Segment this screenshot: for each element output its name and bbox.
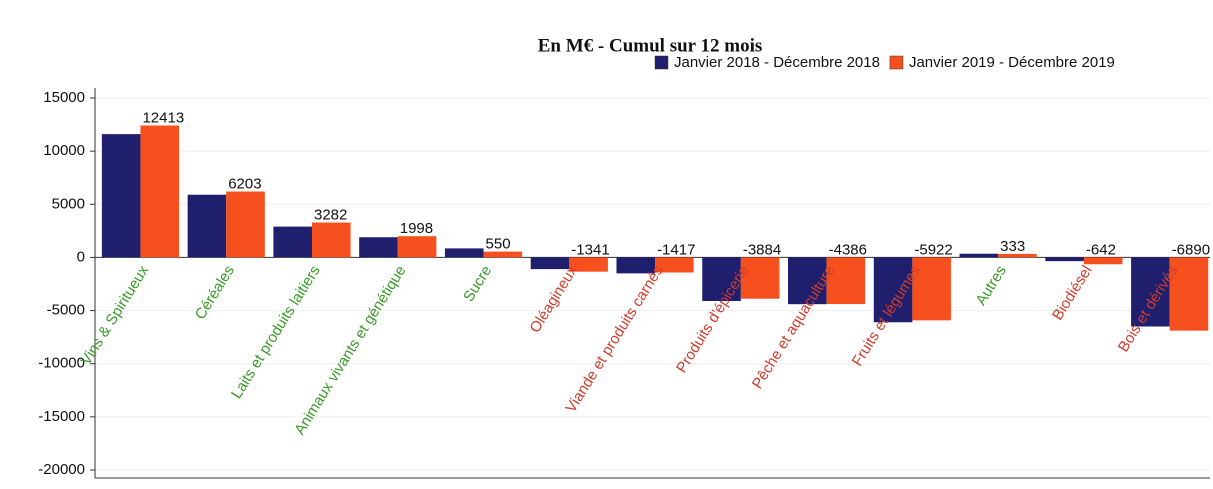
bar <box>530 257 570 270</box>
x-tick-label: Biodiésel <box>1049 263 1096 324</box>
x-tick-label: Viande et produits carnés <box>562 263 666 416</box>
data-label: -4386 <box>829 241 867 258</box>
bar <box>873 257 913 323</box>
chart-title: En M€ - Cumul sur 12 mois <box>538 35 763 56</box>
bar <box>273 226 312 258</box>
bar <box>702 257 741 302</box>
bar <box>788 257 827 305</box>
y-tick-label: -10000 <box>38 355 85 372</box>
bar <box>444 248 484 258</box>
data-label: -3884 <box>743 241 781 258</box>
data-label: 6203 <box>228 175 261 192</box>
bar <box>959 253 999 258</box>
legend-swatch <box>654 55 669 70</box>
legend-label: Janvier 2019 - Décembre 2019 <box>909 54 1115 71</box>
data-label: -1417 <box>657 241 695 258</box>
bar <box>226 191 265 258</box>
bar <box>311 222 351 258</box>
y-tick-label: -5000 <box>47 302 85 319</box>
x-tick-label: Sucre <box>460 263 495 305</box>
y-tick-label: 10000 <box>43 142 85 159</box>
data-label: -1341 <box>571 241 609 258</box>
data-label: 1998 <box>400 220 433 237</box>
bar <box>912 257 951 321</box>
bar <box>616 257 656 274</box>
bar <box>740 257 780 299</box>
y-tick-label: 15000 <box>43 89 85 106</box>
bar <box>101 134 141 258</box>
data-label: -5922 <box>914 241 952 258</box>
bar <box>655 257 694 273</box>
y-tick-label: 0 <box>77 248 85 265</box>
y-tick-label: -20000 <box>38 461 85 478</box>
x-tick-label: Laits et produits laitiers <box>228 263 324 402</box>
bar <box>483 251 523 258</box>
bar <box>826 257 866 305</box>
y-tick-label: 5000 <box>52 195 85 212</box>
data-label: 3282 <box>314 207 347 224</box>
legend-label: Janvier 2018 - Décembre 2018 <box>674 54 880 71</box>
data-label: -642 <box>1086 241 1116 258</box>
bar <box>1045 257 1084 262</box>
bar <box>998 253 1037 258</box>
data-label: 333 <box>1000 238 1025 255</box>
bar <box>569 257 608 272</box>
bar <box>1083 257 1123 265</box>
x-tick-label: Autres <box>973 263 1010 309</box>
bar <box>397 236 437 258</box>
bar <box>187 194 227 258</box>
x-tick-label: Céréales <box>192 263 238 323</box>
legend-swatch <box>889 55 904 70</box>
data-label: 550 <box>486 236 511 253</box>
y-tick-label: -15000 <box>38 408 85 425</box>
data-label: -6890 <box>1172 241 1210 258</box>
data-label: 12413 <box>142 109 184 126</box>
bar <box>359 237 398 258</box>
x-tick-label: Vins & Spiritueux <box>77 262 152 368</box>
bar <box>140 125 180 258</box>
bar <box>1131 257 1170 327</box>
bar <box>1169 257 1209 331</box>
x-tick-label: Oléagineux <box>526 262 581 336</box>
